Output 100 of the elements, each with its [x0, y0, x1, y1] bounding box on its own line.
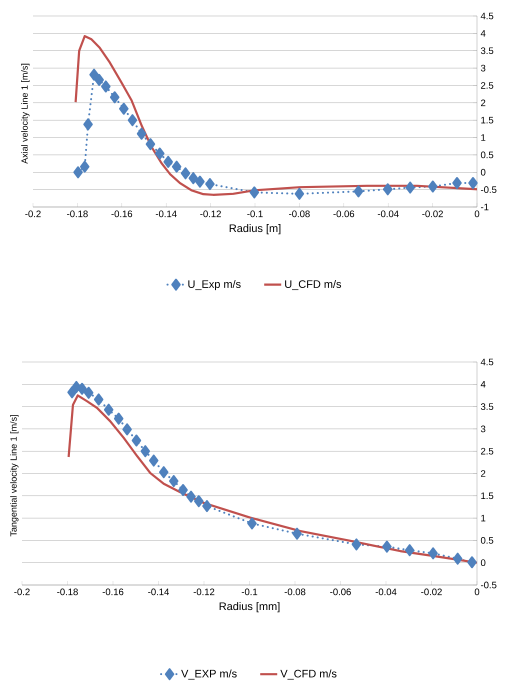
- x-tick-label: -0.12: [200, 210, 221, 218]
- y-tick-label: 0.5: [480, 152, 494, 158]
- point: [202, 500, 212, 512]
- point: [194, 495, 204, 508]
- point: [148, 454, 158, 467]
- x-tick-label: 0: [474, 588, 480, 596]
- x-tick-label: -0.02: [422, 210, 443, 218]
- x-tick-label: -0.14: [148, 588, 170, 596]
- point: [77, 382, 87, 395]
- point: [383, 183, 393, 196]
- x-tick-label: -0.2: [14, 588, 30, 596]
- point: [101, 80, 111, 92]
- y-tick-label: 3: [480, 64, 486, 72]
- point: [428, 547, 438, 560]
- point: [452, 552, 462, 565]
- y-tick-label: 4.5: [480, 12, 494, 20]
- y-tick-label: 4.5: [480, 358, 494, 366]
- point: [468, 177, 478, 190]
- y-tick-label: -0.5: [480, 186, 496, 193]
- y-tick-label: 2: [480, 100, 486, 106]
- point: [146, 138, 156, 150]
- point: [382, 540, 392, 553]
- x-tick-label: -0.2: [25, 210, 41, 218]
- legend-label: V_EXP m/s: [181, 669, 237, 680]
- x-tick-label: -0.06: [330, 588, 351, 596]
- y-tick-label: 3.5: [480, 403, 494, 410]
- point: [94, 393, 104, 406]
- point: [404, 544, 414, 556]
- point: [186, 490, 196, 503]
- y-tick-label: 1: [481, 134, 486, 141]
- point: [73, 166, 83, 178]
- x-tick-label: -0.1: [242, 588, 258, 596]
- x-tick-label: -0.18: [57, 588, 78, 596]
- x-tick-label: -0.1: [247, 210, 263, 218]
- point: [294, 188, 304, 200]
- y-tick-label: 3.5: [480, 47, 494, 54]
- x-tick-label: -0.14: [156, 210, 177, 218]
- point: [352, 538, 362, 550]
- x-tick-label: -0.06: [333, 210, 354, 218]
- y-tick-label: 4: [480, 30, 486, 37]
- y-tick-label: 0.5: [480, 537, 494, 544]
- point: [158, 466, 168, 478]
- y-tick-label: 2.5: [480, 82, 494, 89]
- point: [114, 412, 124, 425]
- point: [467, 556, 477, 568]
- point: [136, 128, 146, 140]
- point: [155, 148, 165, 160]
- point: [119, 102, 129, 115]
- x-tick-label: 0: [474, 210, 480, 218]
- point: [205, 178, 215, 190]
- point: [250, 186, 260, 198]
- y-tick-label: -1: [480, 204, 488, 210]
- point: [104, 404, 114, 416]
- point: [163, 156, 173, 168]
- point: [292, 528, 302, 540]
- point: [188, 172, 198, 184]
- x-tick-label: -0.18: [67, 210, 88, 218]
- x-tick-label: -0.12: [194, 588, 214, 596]
- x-axis-title: Radius [m]: [230, 224, 280, 234]
- point: [110, 91, 120, 104]
- point: [405, 182, 415, 194]
- point: [180, 167, 190, 180]
- point: [172, 160, 182, 173]
- y-tick-label: 2: [480, 470, 486, 477]
- point: [247, 517, 257, 530]
- legend-label: V_CFD m/s: [280, 669, 337, 680]
- x-tick-label: -0.08: [284, 588, 306, 596]
- x-tick-label: -0.16: [111, 210, 132, 218]
- point: [354, 185, 364, 198]
- point: [94, 74, 104, 86]
- legend-label: U_CFD m/s: [285, 280, 342, 290]
- y-tick-label: 3: [480, 426, 486, 432]
- point: [122, 423, 132, 436]
- y-axis-title: Tangential velocity Line 1 [m/s]: [10, 415, 18, 536]
- x-axis-title: Radius [mm]: [220, 602, 280, 612]
- y-axis-title: Axial velocity Line 1 [m/s]: [21, 64, 30, 164]
- x-tick-label: -0.08: [289, 210, 310, 218]
- point: [452, 177, 462, 190]
- point: [178, 484, 188, 496]
- x-tick-label: -0.04: [376, 588, 397, 596]
- y-tick-label: 0: [480, 168, 486, 176]
- point: [132, 434, 142, 446]
- y-tick-label: 0: [480, 559, 486, 566]
- point: [128, 114, 138, 126]
- legend-label: U_Exp m/s: [188, 280, 241, 290]
- point: [195, 176, 205, 188]
- x-tick-label: -0.16: [102, 588, 124, 596]
- y-tick-label: 1: [481, 514, 486, 522]
- y-tick-label: 4: [480, 381, 486, 388]
- point: [89, 68, 99, 81]
- y-tick-label: 1.5: [481, 492, 494, 500]
- point: [428, 180, 438, 193]
- point: [140, 445, 150, 458]
- point: [84, 386, 94, 399]
- point: [168, 475, 178, 488]
- x-tick-label: -0.04: [378, 210, 399, 218]
- y-tick-label: 1.5: [481, 116, 494, 124]
- x-tick-label: -0.02: [421, 588, 442, 596]
- y-tick-label: 2.5: [480, 448, 494, 455]
- point: [80, 160, 90, 173]
